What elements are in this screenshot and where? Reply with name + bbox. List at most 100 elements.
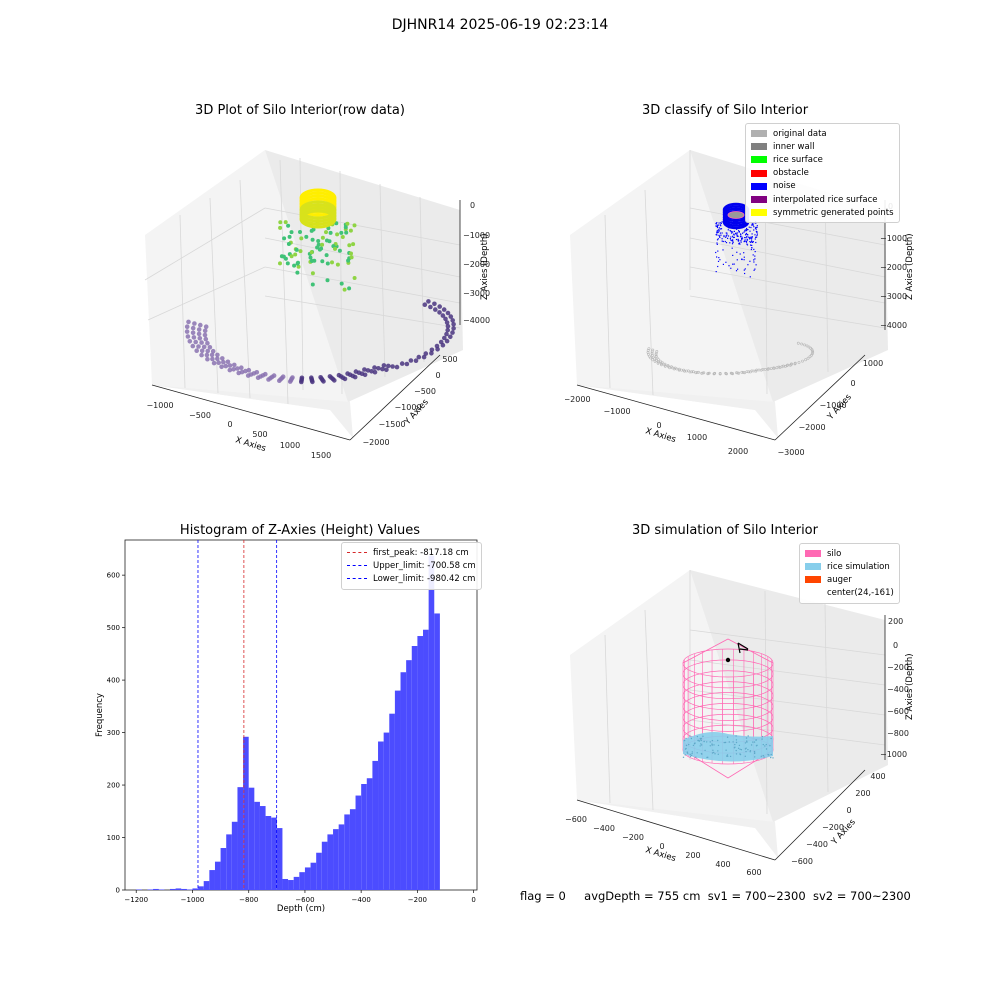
rice-point — [747, 749, 749, 751]
noise-point — [716, 239, 719, 241]
raw-point-cloud — [184, 299, 456, 385]
rice-point — [760, 755, 762, 757]
rice-point — [752, 741, 754, 743]
noise-point — [716, 224, 719, 226]
noise-point — [715, 223, 717, 225]
raw-point — [296, 264, 301, 269]
classify-plot-title: 3D classify of Silo Interior — [641, 103, 809, 118]
raw-point — [318, 375, 323, 380]
noise-point — [716, 232, 718, 234]
rice-point — [691, 752, 693, 755]
original-point — [743, 371, 747, 375]
noise-point — [735, 238, 738, 241]
noise-point — [754, 251, 756, 253]
noise-point — [741, 238, 743, 241]
raw-point — [448, 314, 454, 319]
histogram-bar — [136, 889, 142, 890]
histogram-bar — [243, 736, 249, 890]
rice-point — [749, 750, 752, 752]
legend-entry-rice-surface: rice surface — [751, 153, 894, 166]
histogram-bar — [338, 824, 345, 890]
rice-point — [750, 744, 753, 746]
reference-lines — [197, 540, 278, 890]
raw-point — [438, 339, 444, 345]
noise-point — [722, 249, 724, 251]
raw-point — [347, 243, 352, 248]
noise-point — [721, 238, 723, 240]
noise-point — [736, 251, 738, 253]
raw-point — [290, 375, 295, 380]
rice-point — [700, 737, 702, 740]
noise-point — [743, 252, 745, 254]
x-tick: 200 — [685, 851, 700, 860]
rice-point — [703, 740, 705, 743]
raw-point — [328, 230, 333, 235]
raw-point — [325, 238, 329, 243]
histogram-bar — [372, 760, 379, 890]
noise-point — [752, 241, 754, 243]
noise-point — [731, 240, 733, 242]
raw-point — [227, 363, 233, 368]
rice-point — [772, 757, 774, 759]
noise-point — [736, 233, 738, 235]
y-tick-label: 100 — [107, 834, 120, 842]
original-point — [649, 356, 653, 360]
y-tick: 500 — [442, 355, 457, 364]
original-point — [729, 371, 733, 375]
rice-point — [711, 739, 714, 742]
noise-point — [746, 239, 748, 241]
noise-point — [717, 238, 719, 240]
noise-point — [718, 234, 720, 236]
rice-point — [690, 754, 693, 757]
histogram-bar — [378, 741, 384, 890]
rice-point — [746, 740, 748, 742]
original-point — [780, 365, 784, 369]
rice-point — [753, 741, 756, 743]
histogram-bar — [366, 778, 373, 890]
raw-point — [215, 356, 220, 361]
original-point — [750, 369, 754, 373]
rice-point — [735, 739, 738, 741]
raw-point — [205, 356, 210, 362]
original-point — [657, 358, 660, 362]
rice-point — [762, 754, 764, 757]
histogram-bar — [428, 555, 435, 890]
raw-point — [429, 347, 435, 353]
legend-entry-silo: silo — [805, 547, 894, 560]
noise-point — [745, 240, 748, 242]
histogram-bar — [423, 629, 429, 890]
histogram-bar — [158, 889, 165, 890]
raw-point — [316, 239, 321, 243]
legend-swatch — [751, 182, 767, 190]
noise-point — [720, 222, 722, 225]
noise-point — [750, 236, 752, 238]
histogram-bar — [220, 848, 227, 890]
original-point — [806, 356, 810, 360]
y-tick: −2000 — [798, 423, 825, 432]
noise-point — [749, 276, 751, 278]
raw-point — [451, 322, 456, 327]
z-axis-label: Z Axies (Depth) — [905, 233, 915, 300]
noise-point — [725, 235, 727, 237]
original-point — [702, 371, 706, 375]
legend-entry-rice: rice simulation — [805, 560, 894, 573]
z-tick: 0 — [470, 201, 475, 210]
noise-point — [751, 236, 753, 238]
raw-point — [320, 242, 325, 247]
silo-bottom — [682, 749, 774, 779]
x-tick: 1000 — [687, 433, 707, 442]
raw-point — [444, 320, 450, 325]
raw-point — [426, 299, 431, 304]
rice-point — [709, 745, 711, 747]
original-point — [735, 371, 739, 375]
rice-point — [763, 756, 765, 758]
noise-point — [716, 243, 718, 245]
noise-point — [719, 232, 721, 234]
raw-point — [335, 232, 340, 237]
rice-point — [754, 752, 756, 754]
rice-point — [744, 742, 747, 744]
noise-point — [751, 244, 753, 246]
noise-point — [726, 234, 728, 236]
noise-point — [738, 240, 740, 242]
noise-point — [755, 264, 757, 266]
